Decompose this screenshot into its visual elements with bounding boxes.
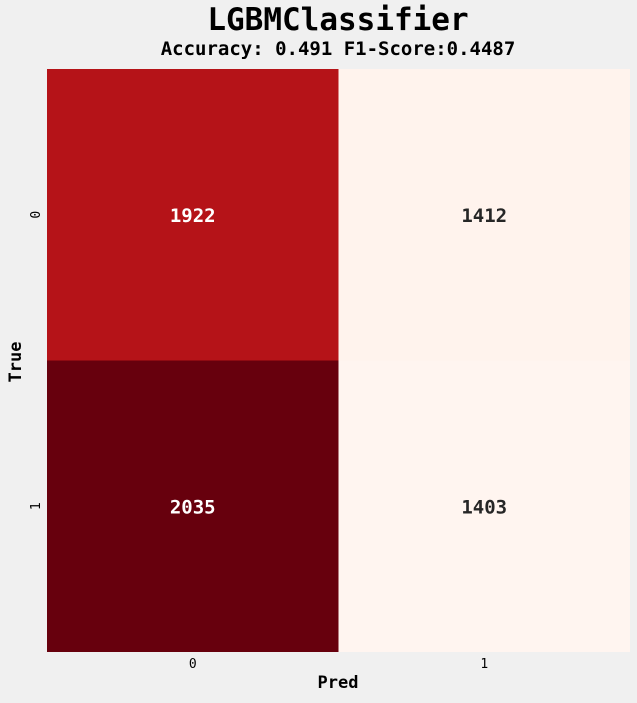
x-tick-label: 0: [189, 657, 197, 672]
y-tick-label: 1: [29, 502, 44, 510]
heatmap-cells: 1922 1412 2035 1403: [47, 69, 630, 652]
y-axis-label: True: [6, 342, 26, 383]
x-tick-label: 1: [480, 657, 488, 672]
axis-ticks: 0 1 0 1: [29, 211, 488, 672]
chart-subtitle: Accuracy: 0.491 F1-Score:0.4487: [161, 38, 516, 60]
cell-value-label: 1403: [461, 496, 507, 518]
heatmap-cell: [47, 360, 339, 652]
y-tick-label: 0: [29, 211, 44, 219]
x-axis-label: Pred: [318, 673, 359, 693]
cell-value-label: 2035: [170, 496, 216, 518]
chart-title: LGBMClassifier: [207, 2, 468, 38]
cell-value-label: 1922: [170, 205, 216, 227]
heatmap-cell: [47, 69, 339, 361]
cell-value-label: 1412: [461, 205, 507, 227]
heatmap-cell: [338, 360, 630, 652]
heatmap-cell: [338, 69, 630, 361]
